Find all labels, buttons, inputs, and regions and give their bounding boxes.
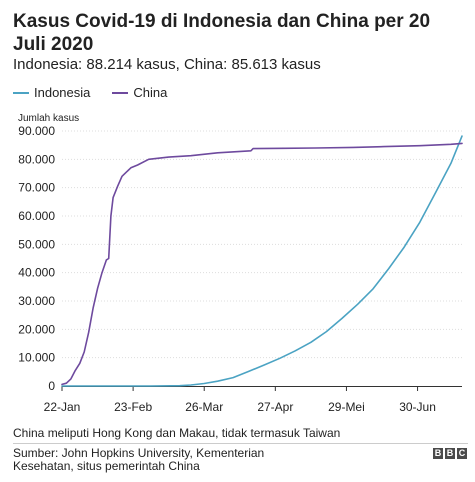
y-axis-title: Jumlah kasus bbox=[18, 113, 79, 124]
legend-item-china: China bbox=[112, 85, 167, 100]
x-tick-label: 26-Mar bbox=[185, 400, 223, 414]
footer-divider bbox=[13, 443, 468, 444]
y-tick-label: 10.000 bbox=[18, 351, 55, 365]
x-tick-label: 29-Mei bbox=[328, 400, 365, 414]
y-tick-label: 50.000 bbox=[18, 237, 55, 251]
x-tick-label: 22-Jan bbox=[44, 400, 81, 414]
legend-label-indonesia: Indonesia bbox=[34, 85, 91, 100]
bbc-logo-letter: B bbox=[445, 448, 455, 459]
legend-item-indonesia: Indonesia bbox=[13, 85, 90, 100]
bbc-logo-letter: B bbox=[433, 448, 443, 459]
x-tick-label: 27-Apr bbox=[257, 400, 293, 414]
y-tick-label: 20.000 bbox=[18, 322, 55, 336]
x-tick-label: 30-Jun bbox=[399, 400, 436, 414]
series-line-indonesia bbox=[61, 135, 463, 387]
y-tick-label: 80.000 bbox=[18, 152, 55, 166]
source-text: Sumber: John Hopkins University, Kemente… bbox=[13, 446, 265, 473]
legend-swatch-china bbox=[112, 91, 129, 94]
bbc-logo: B B C bbox=[431, 448, 467, 459]
y-tick-label: 90.000 bbox=[18, 124, 55, 138]
line-chart: Jumlah kasus 0 10.000 20.000 30.000 40.000 50.… bbox=[18, 113, 463, 414]
x-tick-label: 23-Feb bbox=[114, 400, 152, 414]
y-tick-label: 60.000 bbox=[18, 209, 55, 223]
legend-swatch-indonesia bbox=[13, 91, 29, 94]
chart-subtitle: Indonesia: 88.214 kasus, China: 85.613 k… bbox=[13, 56, 321, 73]
legend-label-china: China bbox=[133, 85, 168, 100]
y-tick-label: 70.000 bbox=[18, 181, 55, 195]
y-tick-label: 30.000 bbox=[18, 294, 55, 308]
y-tick-label: 0 bbox=[48, 379, 55, 393]
chart-note: China meliputi Hong Kong dan Makau, tida… bbox=[13, 426, 341, 440]
bbc-logo-letter: C bbox=[457, 448, 467, 459]
series-line-china bbox=[61, 142, 463, 386]
chart-title: Kasus Covid-19 di Indonesia dan China pe… bbox=[13, 11, 431, 55]
y-tick-label: 40.000 bbox=[18, 266, 55, 280]
chart-legend: Indonesia China bbox=[13, 85, 189, 100]
